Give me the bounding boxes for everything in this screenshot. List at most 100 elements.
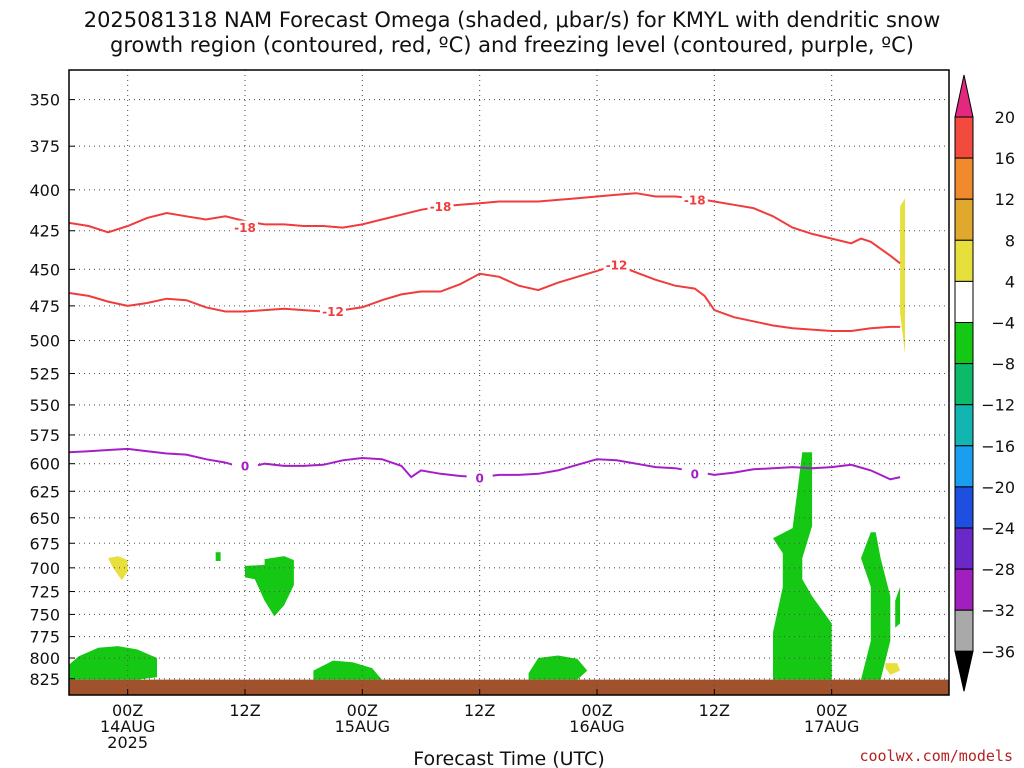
omega-shading — [69, 198, 905, 680]
y-tick-label: 725 — [29, 583, 60, 602]
colorbar-label: −28 — [981, 560, 1015, 579]
colorbar-label: −36 — [981, 642, 1015, 661]
omega-shade-region — [313, 660, 382, 680]
contour-label: 0 — [691, 467, 699, 481]
omega-shade-region — [215, 552, 221, 561]
contour-lines: -18 -18 -18 -12 -12 0 0 0 — [69, 192, 901, 486]
colorbar-label: 12 — [995, 190, 1015, 209]
omega-shade-region — [528, 655, 588, 680]
colorbar-box — [954, 527, 974, 570]
y-tick-label: 575 — [29, 426, 60, 445]
y-tick-label: 600 — [29, 455, 60, 474]
chart-title: 2025081318 NAM Forecast Omega (shaded, μ… — [0, 8, 1024, 58]
omega-shade-region — [900, 198, 905, 354]
colorbar: 20 16 12 8 4 −4 −8 −12 −16 −20 −24 −28 −32 −36 — [954, 74, 1015, 692]
omega-shade-region — [895, 586, 901, 628]
contour-label: -18 — [684, 193, 706, 207]
x-tick-label: 17AUG — [804, 717, 859, 736]
omega-shade-region — [861, 532, 891, 680]
x-tick-label: 00Z — [112, 701, 143, 720]
x-axis-title: Forecast Time (UTC) — [413, 748, 604, 768]
y-tick-label: 500 — [29, 332, 60, 351]
y-tick-label: 650 — [29, 509, 60, 528]
x-tick-label: 12Z — [229, 701, 260, 720]
y-tick-label: 375 — [29, 137, 60, 156]
colorbar-label: 4 — [1005, 272, 1015, 291]
colorbar-box — [954, 363, 974, 406]
y-axis: 350 375 400 425 450 475 500 525 550 575 600 625 650 6… — [29, 91, 75, 689]
x-tick-label: 12Z — [699, 701, 730, 720]
colorbar-label: −32 — [981, 601, 1015, 620]
contour-label: -12 — [606, 258, 628, 272]
colorbar-box — [954, 609, 974, 652]
contour-label-bg — [681, 466, 708, 481]
colorbar-bottom-arrow — [954, 650, 974, 692]
colorbar-box — [954, 404, 974, 447]
x-tick-label: 00Z — [581, 701, 612, 720]
y-tick-label: 625 — [29, 482, 60, 501]
x-tick-label: 16AUG — [569, 717, 624, 736]
y-tick-label: 425 — [29, 222, 60, 241]
colorbar-box — [954, 157, 974, 200]
x-tick-label: 2025 — [107, 733, 148, 752]
x-tick-label: 15AUG — [335, 717, 390, 736]
omega-shade-region — [885, 663, 901, 675]
credit-text: coolwx.com/models — [859, 747, 1013, 765]
contour-label-bg — [603, 257, 630, 272]
terrain-layer — [69, 679, 949, 695]
colorbar-box — [954, 486, 974, 529]
colorbar-box — [954, 445, 974, 488]
y-tick-label: 800 — [29, 649, 60, 668]
y-tick-label: 750 — [29, 605, 60, 624]
x-tick-label: 00Z — [347, 701, 378, 720]
contour-label-bg — [232, 220, 258, 235]
omega-shade-region — [245, 556, 294, 617]
contour-label-bg — [466, 471, 493, 486]
contour-label-bg — [232, 458, 258, 473]
x-tick-label: 12Z — [464, 701, 495, 720]
contour-label: -18 — [430, 200, 452, 214]
y-tick-label: 450 — [29, 260, 60, 279]
contour-line — [69, 192, 901, 265]
colorbar-label: −20 — [981, 478, 1015, 497]
colorbar-box — [954, 116, 974, 159]
chart-title-line1: 2025081318 NAM Forecast Omega (shaded, μ… — [83, 8, 941, 32]
colorbar-box — [954, 280, 974, 323]
contour-label: 0 — [241, 459, 249, 473]
contour-line — [69, 263, 901, 332]
colorbar-label: −24 — [981, 519, 1015, 538]
omega-shade-region — [821, 666, 832, 680]
x-tick-label: 00Z — [816, 701, 847, 720]
y-tick-label: 525 — [29, 364, 60, 383]
colorbar-label: −8 — [991, 355, 1015, 374]
contour-label-bg — [681, 192, 708, 207]
contour-label: -18 — [234, 221, 256, 235]
y-tick-label: 675 — [29, 534, 60, 553]
y-tick-label: 550 — [29, 396, 60, 415]
grid-lines — [69, 70, 949, 695]
omega-shade-region — [108, 556, 128, 581]
y-tick-label: 350 — [29, 91, 60, 110]
terrain-band — [69, 679, 949, 695]
x-tick-label: 14AUG — [100, 717, 155, 736]
colorbar-box — [954, 239, 974, 282]
colorbar-label: −12 — [981, 396, 1015, 415]
contour-label: -12 — [322, 305, 344, 319]
colorbar-label: −4 — [991, 314, 1015, 333]
y-tick-label: 475 — [29, 297, 60, 316]
omega-shade-region — [773, 452, 832, 680]
colorbar-label: 16 — [995, 149, 1015, 168]
colorbar-box — [954, 322, 974, 365]
colorbar-top-arrow — [954, 74, 974, 118]
colorbar-label: −16 — [981, 437, 1015, 456]
y-tick-label: 400 — [29, 181, 60, 200]
contour-label-bg — [320, 304, 346, 319]
y-tick-label: 700 — [29, 559, 60, 578]
colorbar-box — [954, 198, 974, 241]
contour-label-bg — [427, 199, 454, 214]
y-tick-label: 775 — [29, 628, 60, 647]
plot-frame — [68, 69, 950, 696]
colorbar-box — [954, 568, 974, 611]
